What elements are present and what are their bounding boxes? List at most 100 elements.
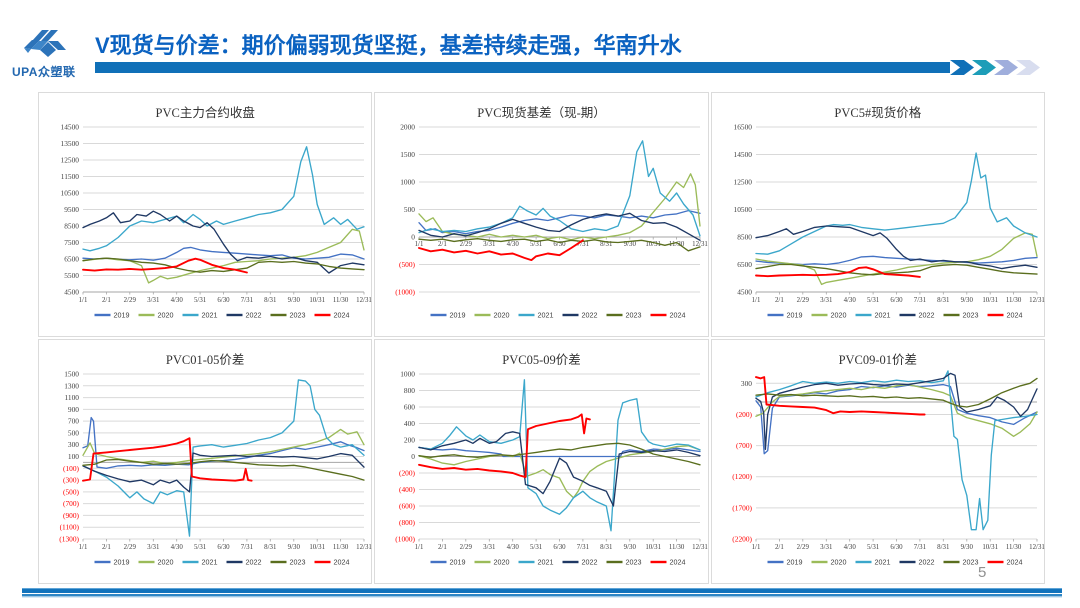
- series-line-2021: [418, 379, 702, 532]
- bottom-accent-bar: [22, 588, 1062, 598]
- y-tick-label: 700: [68, 417, 79, 426]
- legend-item: 2019: [767, 558, 802, 567]
- y-tick-label: (700): [63, 499, 80, 508]
- y-tick-label: 8500: [64, 222, 79, 231]
- chart-svg: (2200) (1700) (1200) (700) (200) 300 1/1 2/1 2/2…: [732, 370, 1045, 567]
- x-tick-label: 7/31: [241, 544, 254, 551]
- chart-title: PVC09-01价差: [838, 353, 918, 367]
- legend-item: 2023: [943, 558, 978, 567]
- x-tick-label: 3/31: [483, 241, 496, 248]
- series-line-2022: [418, 431, 702, 507]
- svg-text:2022: 2022: [918, 311, 934, 320]
- legend-item: 2024: [987, 311, 1022, 320]
- x-tick-label: 3/31: [147, 544, 160, 551]
- legend-item: 2020: [474, 311, 510, 320]
- svg-text:2023: 2023: [962, 558, 978, 567]
- x-tick-label: 4/30: [843, 544, 856, 551]
- svg-text:2022: 2022: [246, 558, 262, 567]
- series-line-2023: [82, 458, 365, 481]
- x-tick-label: 3/31: [820, 297, 833, 304]
- y-tick-label: 10500: [733, 205, 752, 214]
- svg-text:2019: 2019: [786, 558, 802, 567]
- y-tick-label: 1300: [64, 381, 79, 390]
- svg-text:2022: 2022: [582, 558, 598, 567]
- svg-text:2019: 2019: [450, 558, 466, 567]
- svg-text:2020: 2020: [158, 311, 174, 320]
- x-tick-label: 11/30: [669, 241, 685, 248]
- x-tick-label: 8/31: [937, 544, 950, 551]
- x-tick-label: 11/30: [669, 544, 685, 551]
- x-tick-label: 10/31: [646, 544, 662, 551]
- x-tick-label: 2/1: [438, 241, 447, 248]
- y-tick-label: (800): [399, 518, 416, 527]
- x-tick-label: 7/31: [913, 297, 926, 304]
- series-line-2019: [754, 255, 1038, 266]
- chart-title: PVC现货基差（现-期）: [477, 106, 606, 120]
- x-tick-label: 10/31: [309, 297, 325, 304]
- legend-item: 2019: [94, 311, 130, 320]
- x-tick-label: 11/30: [1006, 544, 1022, 551]
- legend-item: 2020: [138, 558, 174, 567]
- legend-item: 2020: [474, 558, 510, 567]
- x-tick-label: 6/30: [890, 544, 903, 551]
- y-tick-label: 300: [68, 440, 79, 449]
- x-tick-label: 5/31: [867, 297, 880, 304]
- y-tick-label: 1000: [401, 178, 416, 187]
- svg-text:2019: 2019: [114, 311, 130, 320]
- x-tick-label: 1/1: [79, 544, 88, 551]
- chart-svg: (1000) (500) 0 500 1000 1500 2000 1/1 2/1 2/29 3/3…: [396, 123, 709, 320]
- y-tick-label: 1100: [64, 393, 79, 402]
- legend-item: 2019: [430, 558, 466, 567]
- x-tick-label: 2/1: [775, 544, 784, 551]
- legend-item: 2021: [518, 311, 554, 320]
- svg-text:2019: 2019: [450, 311, 466, 320]
- chart-svg: 4500 6500 8500 10500 12500 14500 16500 1/1 2/1 2/…: [733, 123, 1045, 320]
- legend-item: 2021: [182, 558, 218, 567]
- series-line-2020: [82, 228, 365, 284]
- x-tick-label: 9/30: [624, 241, 637, 248]
- legend-item: 2019: [430, 311, 466, 320]
- series-line-2022: [754, 372, 1038, 450]
- x-tick-label: 10/31: [982, 544, 998, 551]
- svg-text:2021: 2021: [538, 558, 554, 567]
- y-tick-label: (500): [63, 487, 80, 496]
- series-line-2019: [418, 209, 702, 235]
- y-tick-label: 12500: [733, 178, 752, 187]
- chart-cell-pvc5-spot-price: PVC5#现货价格 4500 6500 8500 10500 12500 14500 165…: [710, 92, 1045, 337]
- series-line-2019: [82, 246, 365, 261]
- x-tick-label: 4/30: [507, 241, 520, 248]
- page-number: 5: [978, 564, 987, 581]
- y-tick-label: (2200): [732, 535, 752, 544]
- legend-item: 2020: [138, 311, 174, 320]
- legend-item: 2023: [270, 311, 306, 320]
- x-tick-label: 3/31: [147, 297, 160, 304]
- series-line-2019: [418, 446, 702, 458]
- y-tick-label: (1000): [396, 288, 416, 297]
- y-tick-label: 14500: [61, 123, 80, 132]
- y-tick-label: (1100): [60, 523, 80, 532]
- series-line-2021: [754, 370, 1038, 531]
- y-tick-label: 1000: [401, 370, 416, 379]
- series-line-2022: [754, 225, 1038, 270]
- series-line-2021: [418, 140, 702, 237]
- x-tick-label: 7/31: [913, 544, 926, 551]
- x-tick-label: 10/31: [309, 544, 325, 551]
- series-line-2022: [82, 452, 365, 493]
- y-tick-label: 600: [404, 403, 415, 412]
- x-tick-label: 4/30: [171, 297, 184, 304]
- legend-item: 2022: [899, 311, 934, 320]
- legend-item: 2021: [855, 311, 890, 320]
- y-tick-label: 1500: [401, 150, 416, 159]
- y-tick-label: 10500: [61, 189, 80, 198]
- chart-svg: (1000) (800) (600) (400) (200) 0 200 400 600 800 1…: [396, 370, 709, 567]
- svg-text:2024: 2024: [1006, 558, 1022, 567]
- logo-mark-icon: [24, 30, 66, 57]
- y-tick-label: 800: [404, 386, 415, 395]
- legend-item: 2024: [314, 311, 350, 320]
- legend-item: 2021: [855, 558, 890, 567]
- x-tick-label: 12/31: [1029, 297, 1045, 304]
- legend-item: 2023: [606, 558, 642, 567]
- y-tick-label: 400: [404, 419, 415, 428]
- legend-item: 2022: [226, 558, 262, 567]
- x-tick-label: 5/31: [194, 297, 207, 304]
